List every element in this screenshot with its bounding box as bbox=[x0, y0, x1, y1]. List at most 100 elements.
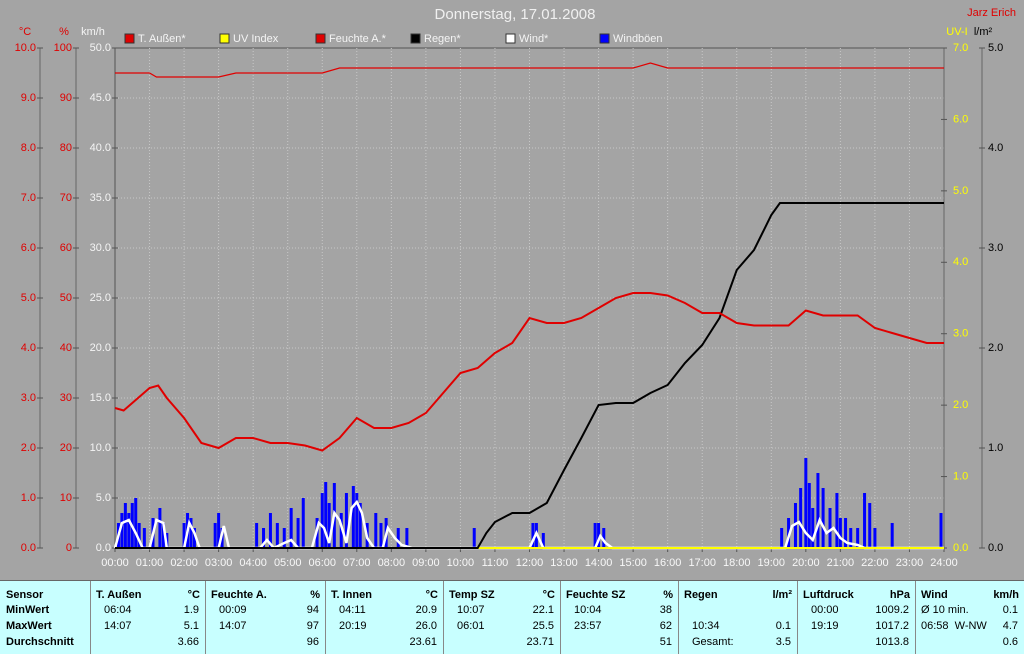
y-tick-label: 4.0 bbox=[21, 342, 36, 354]
x-tick-label: 19:00 bbox=[758, 557, 786, 569]
col-header: Regen bbox=[684, 589, 718, 601]
row-label: MinWert bbox=[6, 604, 50, 616]
gust-bar bbox=[602, 528, 606, 548]
cell-time: 14:07 bbox=[219, 620, 247, 632]
x-tick-label: 00:00 bbox=[101, 557, 129, 569]
gust-bar bbox=[344, 493, 348, 548]
cell-time: 00:09 bbox=[219, 604, 247, 616]
legend-swatch bbox=[599, 33, 610, 44]
cell-value: 38 bbox=[659, 604, 672, 616]
gust-bar bbox=[355, 493, 359, 548]
cell-time: 06:58 W-NW bbox=[921, 620, 987, 632]
cell-value: 3.5 bbox=[775, 636, 791, 648]
gust-bar bbox=[296, 518, 300, 548]
y-tick-label: 4.0 bbox=[988, 142, 1003, 154]
y-tick-label: 9.0 bbox=[21, 92, 36, 104]
y-tick-label: 6.0 bbox=[21, 242, 36, 254]
x-tick-label: 18:00 bbox=[723, 557, 751, 569]
col-header: T. Außen bbox=[96, 589, 142, 601]
gust-bar bbox=[856, 528, 860, 548]
x-tick-label: 22:00 bbox=[861, 557, 889, 569]
y-tick-label: 40.0 bbox=[90, 142, 111, 154]
y-tick-label: 50 bbox=[60, 292, 72, 304]
y-tick-label: 15.0 bbox=[90, 392, 111, 404]
cell-value: 22.1 bbox=[532, 604, 554, 616]
col-header: Temp SZ bbox=[449, 589, 495, 601]
gust-bar bbox=[799, 488, 803, 548]
gust-bar bbox=[939, 513, 943, 548]
gust-bar bbox=[262, 528, 266, 548]
cell-value: 97 bbox=[306, 620, 319, 632]
series-line bbox=[113, 499, 944, 550]
table-header: Sensor bbox=[6, 589, 44, 601]
col-unit: °C bbox=[542, 589, 555, 601]
y-tick-label: 5.0 bbox=[953, 185, 968, 197]
cell-value: 4.7 bbox=[1002, 620, 1018, 632]
y-tick-label: 4.0 bbox=[953, 256, 968, 268]
y-tick-label: 8.0 bbox=[21, 142, 36, 154]
gust-bar bbox=[804, 458, 808, 548]
cell-time: 10:04 bbox=[574, 604, 602, 616]
cell-value: 23.61 bbox=[409, 636, 437, 648]
gust-bar bbox=[863, 493, 867, 548]
col-unit: °C bbox=[187, 589, 200, 601]
gust-bar bbox=[142, 528, 146, 548]
cell-time: 19:19 bbox=[811, 620, 839, 632]
gust-bar bbox=[472, 528, 476, 548]
legend-swatch bbox=[124, 33, 135, 44]
cell-value: 1017.2 bbox=[875, 620, 909, 632]
axis-unit: % bbox=[59, 26, 69, 38]
x-tick-label: 20:00 bbox=[792, 557, 820, 569]
cell-time: 20:19 bbox=[339, 620, 367, 632]
gust-bar bbox=[120, 513, 124, 548]
cell-value: 1013.8 bbox=[875, 636, 909, 648]
y-tick-label: 10 bbox=[60, 492, 72, 504]
col-header: T. Innen bbox=[331, 589, 372, 601]
col-sep bbox=[560, 581, 561, 654]
x-tick-label: 13:00 bbox=[550, 557, 578, 569]
y-tick-label: 0.0 bbox=[988, 542, 1003, 554]
y-tick-label: 0.0 bbox=[96, 542, 111, 554]
gust-bar bbox=[161, 523, 165, 548]
gust-bar bbox=[597, 523, 601, 548]
y-tick-label: 5.0 bbox=[988, 42, 1003, 54]
axis-unit: l/m² bbox=[974, 26, 993, 38]
gust-bar bbox=[873, 528, 877, 548]
y-tick-label: 60 bbox=[60, 242, 72, 254]
x-tick-label: 21:00 bbox=[827, 557, 855, 569]
legend-swatch bbox=[505, 33, 516, 44]
gust-bar bbox=[301, 498, 305, 548]
gust-bar bbox=[816, 473, 820, 548]
x-tick-label: 12:00 bbox=[516, 557, 544, 569]
col-unit: °C bbox=[425, 589, 438, 601]
gust-bar bbox=[134, 498, 138, 548]
row-label: MaxWert bbox=[6, 620, 52, 632]
axis-unit: °C bbox=[19, 26, 31, 38]
y-tick-label: 70 bbox=[60, 192, 72, 204]
cell-time: 04:11 bbox=[339, 604, 366, 616]
y-tick-label: 45.0 bbox=[90, 92, 111, 104]
cell-time: 10:07 bbox=[457, 604, 485, 616]
cell-value: 0.1 bbox=[1002, 604, 1018, 616]
cell-value: 20.9 bbox=[415, 604, 437, 616]
x-tick-label: 04:00 bbox=[239, 557, 267, 569]
y-tick-label: 2.0 bbox=[953, 399, 968, 411]
y-tick-label: 100 bbox=[54, 42, 72, 54]
y-tick-label: 3.0 bbox=[21, 392, 36, 404]
x-tick-label: 08:00 bbox=[378, 557, 406, 569]
gust-bar bbox=[593, 523, 597, 548]
y-tick-label: 0.0 bbox=[21, 542, 36, 554]
y-tick-label: 50.0 bbox=[90, 42, 111, 54]
col-header: Feuchte SZ bbox=[566, 589, 626, 601]
gust-bar bbox=[531, 523, 535, 548]
cell-time: 06:04 bbox=[104, 604, 132, 616]
row-label: Durchschnitt bbox=[6, 636, 74, 648]
gust-bar bbox=[890, 523, 894, 548]
cell-value: 51 bbox=[659, 636, 672, 648]
x-tick-label: 24:00 bbox=[930, 557, 958, 569]
y-tick-label: 90 bbox=[60, 92, 72, 104]
cell-time: 10:34 bbox=[692, 620, 720, 632]
x-tick-label: 07:00 bbox=[343, 557, 371, 569]
cell-time: 06:01 bbox=[457, 620, 485, 632]
